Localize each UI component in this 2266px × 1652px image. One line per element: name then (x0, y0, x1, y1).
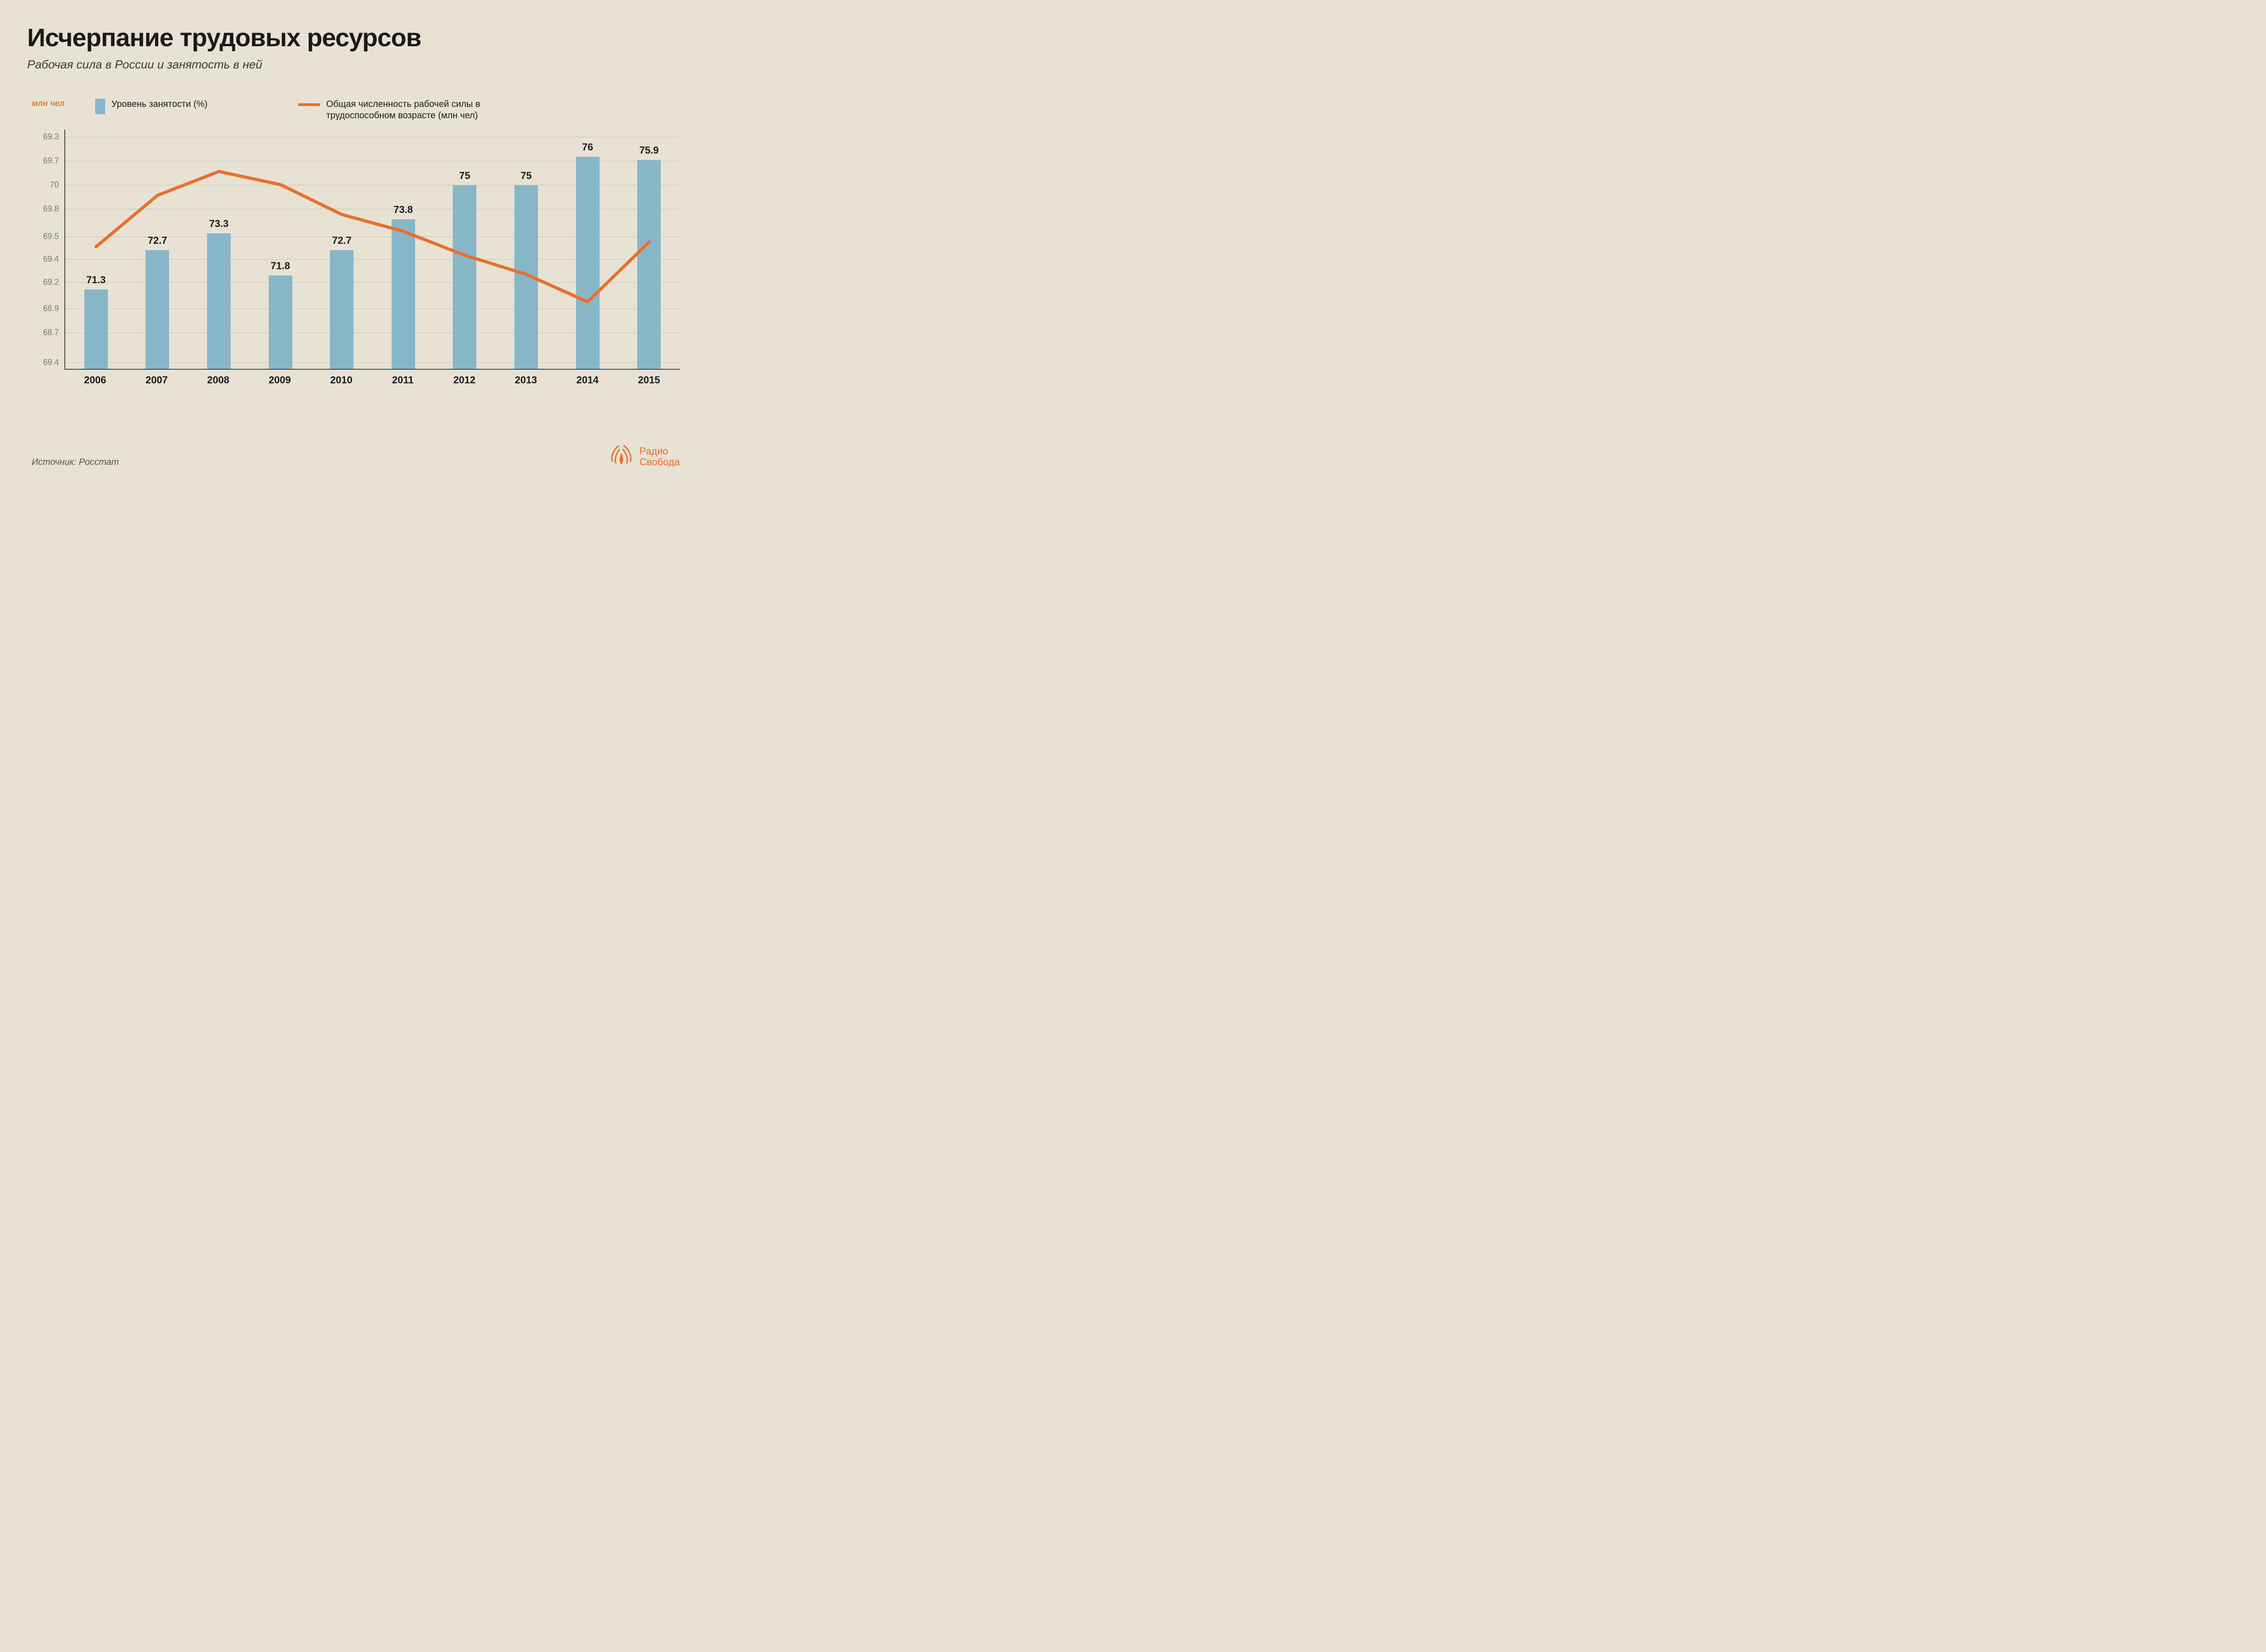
bar-value-label: 72.7 (332, 235, 352, 246)
bar-column: 71.3 (65, 130, 127, 369)
legend-row: млн чел Уровень занятости (%) Общая числ… (32, 99, 680, 121)
bar-value-label: 71.3 (86, 274, 106, 286)
bar-value-label: 75.9 (639, 145, 659, 156)
legend-item-line: Общая численность рабочей силы в трудосп… (298, 99, 517, 121)
x-tick-label: 2013 (495, 374, 557, 386)
bar: 76 (576, 157, 600, 369)
bar-value-label: 75 (521, 170, 532, 182)
x-tick-label: 2010 (310, 374, 372, 386)
bar-column: 71.8 (250, 130, 311, 369)
y-tick-label: 69.7 (43, 156, 59, 165)
flame-icon (608, 443, 635, 470)
y-tick-label: 68.7 (43, 328, 59, 337)
bar: 71.8 (269, 275, 292, 369)
bar: 75 (453, 185, 476, 369)
x-axis-labels: 2006200720082009201020112012201320142015 (64, 374, 680, 386)
bar: 75 (514, 185, 538, 369)
logo-line2: Свобода (639, 457, 680, 468)
bars-group: 71.372.773.371.872.773.875757675.9 (65, 130, 680, 369)
chart-subtitle: Рабочая сила в России и занятость в ней (27, 58, 680, 72)
bar-value-label: 75 (459, 170, 470, 182)
bar-column: 76 (557, 130, 619, 369)
x-tick-label: 2009 (249, 374, 310, 386)
bar: 72.7 (145, 250, 169, 369)
legend-swatch-line (298, 103, 320, 106)
y-tick-label: 69.4 (43, 358, 59, 367)
chart-area: 69.3 69.7 70 69.8 69.5 69.4 69.2 68.9 68.7 69.4 7… (32, 130, 680, 386)
bar-value-label: 72.7 (148, 235, 167, 246)
y-tick-label: 68.9 (43, 304, 59, 313)
logo-text-wrap: Радио Свобода (639, 446, 680, 468)
x-tick-label: 2007 (126, 374, 188, 386)
bar: 71.3 (84, 290, 108, 369)
x-tick-label: 2008 (188, 374, 249, 386)
bar-column: 75.9 (618, 130, 680, 369)
y-axis-title: млн чел (32, 99, 73, 108)
bar-value-label: 76 (582, 141, 593, 153)
bar-column: 73.3 (188, 130, 250, 369)
legend-item-bars: Уровень занятости (%) (95, 99, 208, 114)
y-tick-label: 69.4 (43, 255, 59, 264)
y-tick-label: 69.2 (43, 277, 59, 287)
y-tick-label: 69.3 (43, 132, 59, 141)
bar-value-label: 73.3 (209, 218, 229, 230)
x-tick-label: 2012 (434, 374, 495, 386)
bar-value-label: 71.8 (271, 260, 290, 272)
x-tick-label: 2015 (618, 374, 680, 386)
x-tick-label: 2011 (372, 374, 434, 386)
plot-area: 71.372.773.371.872.773.875757675.9 (64, 130, 680, 370)
bar-column: 75 (495, 130, 557, 369)
bar-column: 73.8 (373, 130, 434, 369)
bar-value-label: 73.8 (393, 204, 413, 216)
bar-column: 72.7 (127, 130, 189, 369)
y-tick-label: 69.8 (43, 204, 59, 213)
bar: 73.8 (392, 219, 415, 369)
bar-column: 72.7 (311, 130, 373, 369)
logo-line1: Радио (639, 446, 680, 457)
x-tick-label: 2014 (557, 374, 618, 386)
legend-text-bars: Уровень занятости (%) (111, 99, 208, 110)
chart-title: Исчерпание трудовых ресурсов (27, 23, 680, 52)
x-tick-label: 2006 (64, 374, 126, 386)
infographic-container: Исчерпание трудовых ресурсов Рабочая сил… (0, 0, 707, 485)
bar: 75.9 (637, 160, 661, 369)
legend-swatch-bar (95, 99, 105, 114)
source-text: Источник: Росстат (32, 457, 119, 468)
legend-text-line: Общая численность рабочей силы в трудосп… (326, 99, 517, 121)
bar: 73.3 (207, 233, 231, 369)
y-axis-ticks: 69.3 69.7 70 69.8 69.5 69.4 69.2 68.9 68.7 69.4 (32, 130, 63, 370)
y-tick-label: 69.5 (43, 232, 59, 241)
bar: 72.7 (330, 250, 353, 369)
y-tick-label: 70 (50, 180, 59, 189)
bar-column: 75 (434, 130, 496, 369)
brand-logo: Радио Свобода (608, 443, 680, 470)
